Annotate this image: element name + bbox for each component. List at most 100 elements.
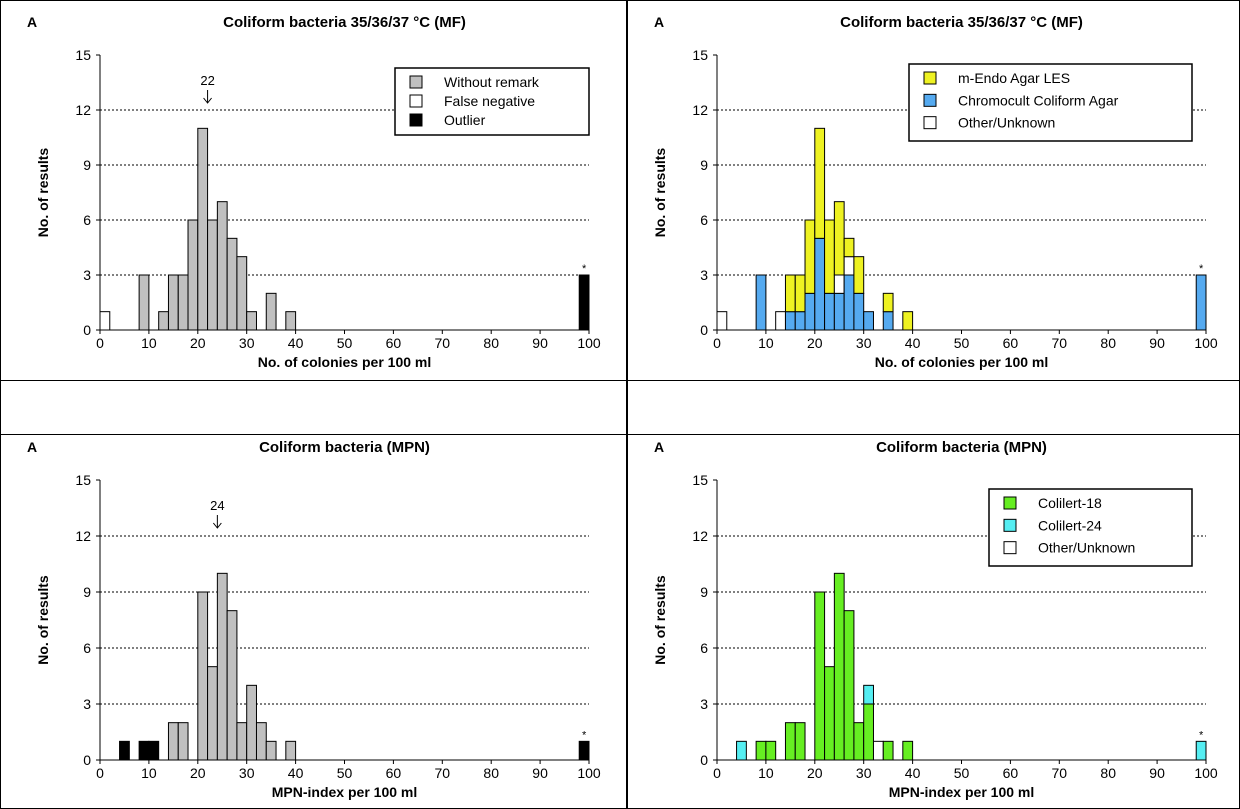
legend-swatch (1003, 518, 1017, 532)
bar (794, 311, 806, 331)
y-tick-label: 12 (75, 102, 91, 118)
grid-border-left (0, 0, 1, 809)
chart-title: Coliform bacteria 35/36/37 °C (MF) (840, 14, 1083, 31)
bar (902, 311, 914, 331)
legend-label: Outlier (444, 112, 486, 128)
bar (824, 666, 835, 761)
x-tick-label: 100 (1194, 765, 1218, 781)
legend-swatch (923, 93, 937, 107)
x-tick-label: 80 (1100, 335, 1116, 351)
bar (833, 274, 845, 294)
bar (755, 740, 767, 761)
y-tick-label: 6 (83, 640, 91, 656)
bar (578, 274, 590, 331)
chart-panel-2: A Coliform bacteria 35/36/37 °C (MF) No. o… (628, 1, 1239, 380)
outlier-star: * (1199, 263, 1204, 275)
y-tick-label: 9 (83, 584, 91, 600)
legend-swatch (409, 113, 423, 127)
legend-box (394, 67, 590, 136)
bar (716, 311, 728, 331)
bar (833, 201, 845, 276)
bar (246, 311, 257, 331)
x-tick-label: 90 (1149, 335, 1165, 351)
x-tick-label: 100 (577, 335, 601, 351)
legend-label: Colilert-18 (1038, 495, 1102, 511)
assigned-value-arrowhead-icon (212, 522, 222, 529)
bar (236, 722, 248, 761)
x-axis-label: MPN-index per 100 ml (889, 784, 1035, 800)
x-tick-label: 30 (239, 765, 255, 781)
x-tick-label: 10 (758, 765, 774, 781)
x-tick-label: 90 (1149, 765, 1165, 781)
y-tick-label: 12 (692, 102, 708, 118)
grid-divider-vertical (626, 0, 628, 809)
bar (207, 219, 218, 331)
x-tick-label: 10 (758, 335, 774, 351)
x-axis-label: MPN-index per 100 ml (272, 784, 418, 800)
y-tick-label: 15 (692, 472, 708, 488)
y-tick-label: 3 (700, 696, 708, 712)
legend-swatch (409, 94, 423, 108)
assigned-value-label: 24 (210, 498, 224, 513)
bar (804, 219, 816, 294)
x-tick-label: 20 (807, 335, 823, 351)
chart-title: Coliform bacteria (MPN) (876, 439, 1047, 456)
x-tick-label: 100 (577, 765, 601, 781)
bar (824, 292, 835, 331)
chart-4-svg: A Coliform bacteria (MPN) No. of results MP… (652, 439, 1218, 800)
x-tick-label: 0 (713, 335, 721, 351)
bar (216, 572, 228, 761)
x-tick-label: 60 (386, 765, 402, 781)
x-tick-label: 20 (190, 335, 206, 351)
bar (804, 292, 816, 331)
bar (207, 666, 218, 761)
x-tick-label: 20 (807, 765, 823, 781)
y-axis-label: No. of results (35, 148, 51, 238)
legend-swatch (409, 75, 423, 89)
x-tick-label: 0 (96, 335, 104, 351)
legend-label: False negative (444, 93, 535, 109)
legend-label: Colilert-24 (1038, 517, 1102, 533)
outlier-star: * (582, 729, 587, 741)
panel-label: A (654, 439, 664, 455)
bar (119, 740, 130, 761)
x-tick-label: 30 (239, 335, 255, 351)
grid-divider-row2 (0, 434, 1240, 435)
legend-swatch (923, 71, 937, 85)
bar (784, 274, 796, 313)
y-tick-label: 12 (75, 528, 91, 544)
bar (843, 274, 855, 331)
y-tick-label: 0 (83, 322, 91, 338)
bar (814, 237, 826, 331)
bar (784, 722, 796, 761)
bar (255, 722, 267, 761)
bar (863, 311, 874, 331)
bar (814, 127, 826, 239)
bar (177, 722, 189, 761)
chart-3-svg: A Coliform bacteria (MPN) No. of results MP… (27, 439, 601, 800)
chart-2-svg: A Coliform bacteria 35/36/37 °C (MF) No. o… (652, 14, 1218, 370)
x-tick-label: 70 (1052, 335, 1068, 351)
x-tick-label: 90 (532, 765, 548, 781)
x-tick-label: 60 (1003, 335, 1019, 351)
bar (236, 256, 248, 331)
bar (902, 740, 914, 761)
y-axis-label: No. of results (652, 148, 668, 238)
x-tick-label: 80 (483, 335, 499, 351)
bar (794, 722, 806, 761)
x-tick-label: 60 (386, 335, 402, 351)
bar (882, 311, 894, 331)
x-tick-label: 50 (954, 765, 970, 781)
bar (197, 591, 209, 761)
bar (1195, 740, 1207, 761)
y-tick-label: 9 (700, 584, 708, 600)
bar (872, 740, 884, 761)
x-tick-label: 10 (141, 335, 157, 351)
bar (736, 740, 747, 761)
x-tick-label: 40 (288, 765, 304, 781)
y-axis-label: No. of results (35, 575, 51, 665)
bar (167, 722, 179, 761)
y-tick-label: 6 (700, 640, 708, 656)
x-tick-label: 50 (954, 335, 970, 351)
